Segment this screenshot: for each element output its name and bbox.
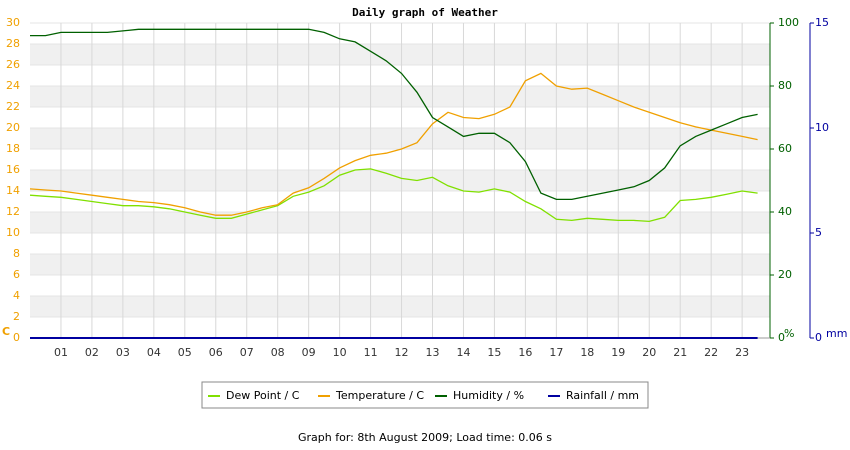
y-tick-label: 10 [6, 226, 20, 239]
grid-band [30, 44, 770, 65]
y-tick-label: 2 [13, 310, 20, 323]
x-tick-label: 19 [611, 346, 625, 359]
x-tick-label: 16 [518, 346, 532, 359]
x-tick-label: 22 [704, 346, 718, 359]
y3-axis-label: mm [826, 327, 847, 340]
x-tick-label: 17 [549, 346, 563, 359]
y2-axis-label: % [784, 327, 794, 340]
legend-label: Rainfall / mm [566, 389, 639, 402]
x-tick-label: 11 [364, 346, 378, 359]
x-tick-label: 21 [673, 346, 687, 359]
y2-tick-label: 100 [778, 16, 799, 29]
grid-band [30, 170, 770, 191]
y-tick-label: 4 [13, 289, 20, 302]
y-tick-label: 24 [6, 79, 20, 92]
y-axis-label: C [2, 325, 10, 338]
grid-band [30, 86, 770, 107]
legend-label: Temperature / C [335, 389, 424, 402]
x-tick-label: 20 [642, 346, 656, 359]
y-tick-label: 6 [13, 268, 20, 281]
y2-tick-label: 20 [778, 268, 792, 281]
series-line [29, 72, 758, 216]
y2-tick-label: 80 [778, 79, 792, 92]
legend-label: Dew Point / C [226, 389, 300, 402]
x-tick-label: 14 [456, 346, 470, 359]
x-tick-label: 07 [240, 346, 254, 359]
y-tick-label: 28 [6, 37, 20, 50]
x-tick-label: 18 [580, 346, 594, 359]
y-tick-label: 18 [6, 142, 20, 155]
grid-band [30, 254, 770, 275]
grid-band [30, 296, 770, 317]
chart-title: Daily graph of Weather [352, 6, 498, 19]
y-tick-label: 22 [6, 100, 20, 113]
y-tick-label: 0 [13, 331, 20, 344]
x-tick-label: 01 [54, 346, 68, 359]
legend-label: Humidity / % [453, 389, 524, 402]
x-tick-label: 03 [116, 346, 130, 359]
y3-tick-label: 5 [815, 226, 822, 239]
grid-band [30, 128, 770, 149]
series-line [29, 168, 758, 223]
y2-tick-label: 60 [778, 142, 792, 155]
y-tick-label: 14 [6, 184, 20, 197]
x-tick-label: 08 [271, 346, 285, 359]
x-tick-label: 04 [147, 346, 161, 359]
y2-tick-label: 40 [778, 205, 792, 218]
x-tick-label: 12 [395, 346, 409, 359]
y-tick-label: 12 [6, 205, 20, 218]
grid-band [30, 212, 770, 233]
y2-tick-label: 0 [778, 331, 785, 344]
y3-tick-label: 15 [815, 16, 829, 29]
y-tick-label: 26 [6, 58, 20, 71]
x-tick-label: 09 [302, 346, 316, 359]
y-tick-label: 20 [6, 121, 20, 134]
y3-tick-label: 0 [815, 331, 822, 344]
footer: Graph for: 8th August 2009; Load time: 0… [298, 431, 552, 444]
x-tick-label: 23 [735, 346, 749, 359]
x-tick-label: 13 [426, 346, 440, 359]
y-tick-label: 30 [6, 16, 20, 29]
x-tick-label: 10 [333, 346, 347, 359]
series-line [30, 28, 758, 201]
legend-box [201, 381, 649, 409]
y-tick-label: 16 [6, 163, 20, 176]
x-tick-label: 05 [178, 346, 192, 359]
x-tick-label: 02 [85, 346, 99, 359]
y3-tick-label: 10 [815, 121, 829, 134]
x-tick-label: 15 [487, 346, 501, 359]
y-tick-label: 8 [13, 247, 20, 260]
x-tick-label: 06 [209, 346, 223, 359]
